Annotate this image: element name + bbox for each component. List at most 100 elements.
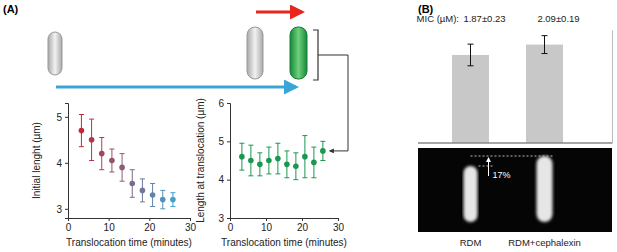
error-cap [311,147,316,148]
error-cap [150,206,155,207]
error-bar [79,115,84,147]
error-bar [140,179,145,202]
error-cap [140,201,145,202]
error-bar [170,193,175,207]
tick-mark [266,218,267,221]
chart-title: MIC (µM): [417,13,459,24]
tick: 30 [333,218,345,233]
error-bar [109,149,114,172]
tick: 5 [56,112,68,123]
cell-translocated [290,27,307,79]
bar [452,55,489,143]
error-cap [140,178,145,179]
error-bar [89,119,94,160]
tick-label: 6 [218,98,224,109]
axis: 3 4 5 [56,104,68,219]
error-cap [266,147,271,148]
tick: 3 [218,213,230,224]
micrograph: 17% [418,148,612,232]
error-bar [284,151,289,178]
arrow-translocation [256,11,302,14]
tick-mark [227,180,230,181]
tick-mark [65,163,68,164]
tick-label: 30 [333,222,345,233]
tick-label: 3 [56,204,62,215]
error-cap [302,177,307,178]
tick-label: 0 [66,222,72,233]
point [311,160,317,166]
error-cap [284,177,289,178]
data-label: 2.09±0.19 [537,13,579,24]
axis-line [227,104,231,219]
error-bar [320,141,325,160]
error-bar [120,154,125,182]
error-bar [275,143,280,174]
axis-line [65,104,69,219]
axis: RDMRDM+cephalexin [460,237,581,248]
tick: 5 [218,136,230,147]
point [293,163,299,169]
cell-image [537,156,553,222]
cell-image [464,166,478,222]
error-cap [293,179,298,180]
point [170,197,176,203]
tick-mark [149,218,150,221]
tick-mark [227,218,230,219]
error-cap [120,181,125,182]
tick: 20 [144,218,156,233]
error-cap [293,152,298,153]
tick: 10 [261,218,273,233]
error-cap [320,160,325,161]
error-cap [311,177,316,178]
tick-mark [109,218,110,221]
axis-line [69,219,191,222]
figure: (A)(B)0102030345Translocation time (minu… [0,0,617,252]
error-bar [160,190,165,208]
tick: 4 [56,158,68,169]
y-axis-title: Initial lenght (µm) [31,122,42,199]
error-cap [89,160,94,161]
tick-label: 10 [261,222,273,233]
point [320,148,326,154]
error-cap [257,175,262,176]
data-marks [239,136,326,180]
bracket [313,30,318,80]
error-stem [470,44,471,66]
error-cap [160,208,165,209]
error-cap [468,44,474,45]
tick: 3 [56,204,68,215]
axis [612,31,613,144]
schematic [48,12,318,87]
tick-mark [338,218,339,221]
axis-line [612,31,613,144]
data-marks [452,36,563,143]
point [302,154,308,160]
error-cap [275,143,280,144]
error-cap [79,146,84,147]
guide-line [479,166,493,167]
bar-chart: 17%MIC (µM):1.87±0.232.09±0.19RDMRDM+cep… [417,13,613,248]
error-cap [150,183,155,184]
error-cap [160,190,165,191]
scatter-chart: 01020303456Translocation time (minutes)L… [195,98,347,248]
point [79,128,85,134]
image-background [418,148,612,232]
error-cap [239,143,244,144]
error-cap [109,149,114,150]
point [248,158,254,164]
error-cap [257,152,262,153]
tick-mark [227,103,230,104]
error-bar [266,147,271,174]
error-cap [266,173,271,174]
axis: 0102030 [66,218,197,233]
error-bar [130,170,135,198]
error-cap [120,153,125,154]
error-bar [302,136,307,178]
point [150,192,156,198]
x-axis-title: Translocation time (minutes) [221,237,347,248]
point [275,156,281,162]
tick-label: 10 [104,222,116,233]
point [160,197,166,203]
error-stem [544,36,545,54]
tick-label: 20 [297,222,309,233]
